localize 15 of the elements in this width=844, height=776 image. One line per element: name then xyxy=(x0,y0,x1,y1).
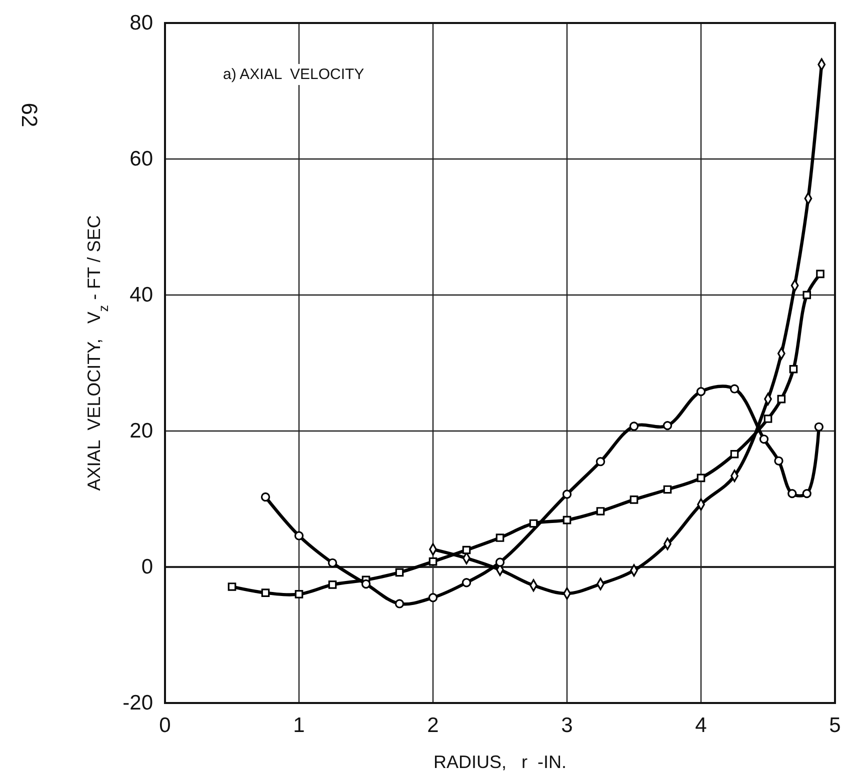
x-tick-label: 1 xyxy=(293,714,305,737)
y-tick-label: 80 xyxy=(130,12,153,35)
x-axis-title: RADIUS, r -IN. xyxy=(433,752,567,772)
y-tick-label: 0 xyxy=(141,556,153,579)
text: 62 xyxy=(17,102,42,128)
y-tick-label: 40 xyxy=(130,284,153,307)
x-tick-label: 5 xyxy=(829,714,841,737)
x-tick-label: 0 xyxy=(159,714,171,737)
x-tick-label: 2 xyxy=(427,714,439,737)
x-tick-label: 4 xyxy=(695,714,708,737)
text: a) AXIAL VELOCITY xyxy=(223,66,364,83)
y-tick-label: -20 xyxy=(122,692,153,715)
y-tick-label: 20 xyxy=(130,420,153,443)
x-tick-label: 3 xyxy=(561,714,573,737)
y-tick-label: 60 xyxy=(130,148,153,171)
